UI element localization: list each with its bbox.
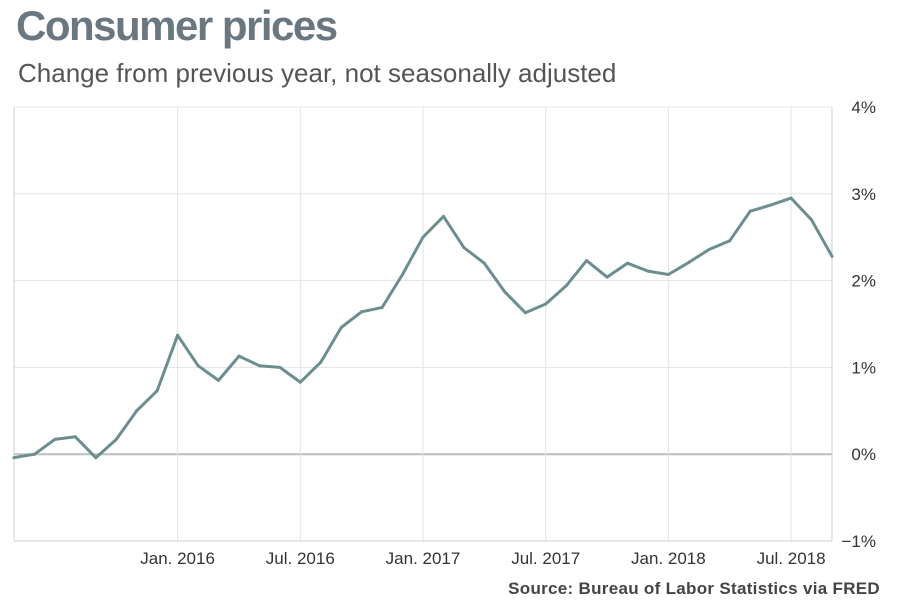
- x-tick-labels: Jan. 2016 Jul. 2016 Jan. 2017 Jul. 2017 Jan.…: [140, 549, 825, 568]
- y-tick-label: 3%: [851, 185, 876, 204]
- chart-subtitle: Change from previous year, not seasonall…: [18, 58, 617, 88]
- data-point: [12, 456, 16, 460]
- data-point: [33, 452, 36, 456]
- data-point: [707, 247, 711, 251]
- data-point: [728, 239, 732, 243]
- data-point: [605, 275, 609, 279]
- y-tick-label: 1%: [851, 358, 876, 377]
- data-point: [769, 203, 773, 207]
- x-tick-label: Jan. 2018: [631, 549, 706, 568]
- data-point: [380, 306, 384, 309]
- data-point: [73, 435, 77, 439]
- data-point: [401, 273, 404, 276]
- data-point: [114, 437, 118, 441]
- data-point: [339, 326, 343, 329]
- data-point: [666, 273, 670, 276]
- data-point: [176, 333, 180, 337]
- data-point: [278, 365, 282, 369]
- data-point: [53, 437, 57, 441]
- y-tick-label: 0%: [851, 445, 876, 464]
- data-point: [646, 269, 650, 273]
- x-tick-label: Jul. 2017: [511, 549, 580, 568]
- data-point: [748, 209, 752, 213]
- y-tick-label: −1%: [842, 532, 877, 551]
- data-point: [462, 246, 466, 250]
- x-tick-label: Jul. 2016: [266, 549, 335, 568]
- data-point: [544, 302, 548, 306]
- data-point: [810, 218, 813, 222]
- data-point: [482, 261, 486, 265]
- data-point: [789, 196, 793, 200]
- data-point: [564, 284, 568, 288]
- data-point: [523, 311, 527, 315]
- data-point: [135, 409, 139, 413]
- chart-title: Consumer prices: [16, 2, 338, 49]
- data-point: [237, 354, 241, 358]
- data-point: [155, 389, 159, 393]
- data-point: [196, 364, 200, 368]
- x-tick-label: Jul. 2018: [757, 549, 826, 568]
- data-point: [503, 290, 507, 294]
- x-tick-label: Jan. 2017: [386, 549, 461, 568]
- data-point: [319, 360, 323, 364]
- data-point: [830, 254, 834, 258]
- data-point: [421, 235, 425, 239]
- data-point: [298, 380, 302, 384]
- x-tick-label: Jan. 2016: [140, 549, 215, 568]
- y-tick-label: 2%: [851, 272, 876, 291]
- data-point: [442, 214, 445, 218]
- series-layer: [12, 196, 834, 460]
- y-tick-labels: 4% 3% 2% 1% 0% −1%: [842, 98, 877, 551]
- data-point: [94, 456, 98, 460]
- data-point: [585, 259, 589, 263]
- data-point: [257, 364, 261, 368]
- y-tick-label: 4%: [851, 98, 876, 117]
- data-point: [626, 261, 629, 265]
- plot-frame: [13, 107, 833, 542]
- data-point: [217, 378, 220, 382]
- data-point: [687, 260, 691, 264]
- grid: [14, 106, 832, 542]
- data-point: [360, 310, 364, 314]
- source-note: Source: Bureau of Labor Statistics via F…: [508, 579, 880, 598]
